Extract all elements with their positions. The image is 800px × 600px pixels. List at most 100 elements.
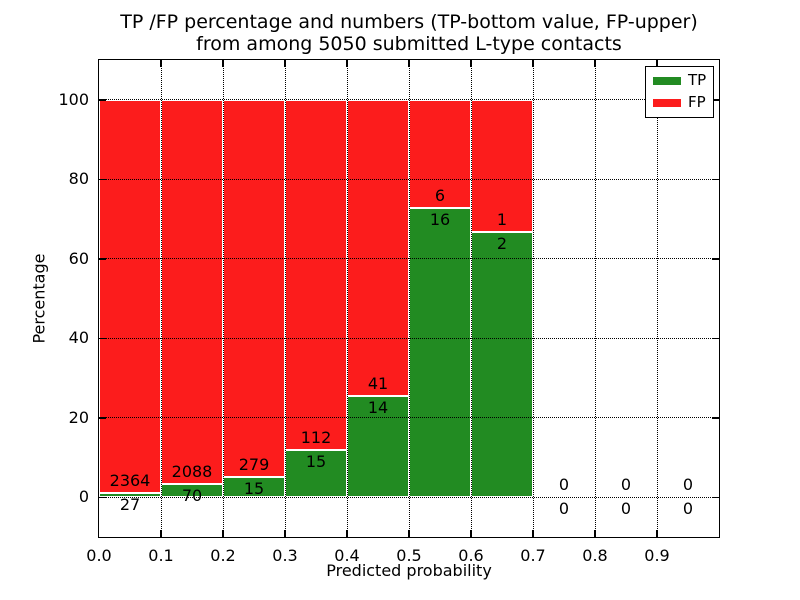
bar-segment-fp: [409, 99, 471, 209]
tick-mark-top: [160, 60, 162, 67]
grid-line-vertical: [408, 60, 410, 537]
bar-count-label-fp: 41: [367, 374, 389, 394]
tick-mark-right: [712, 337, 719, 339]
tick-mark-top: [284, 60, 286, 67]
tick-mark-bottom: [656, 530, 658, 537]
legend: TP FP: [645, 66, 715, 118]
tick-mark-right: [712, 496, 719, 498]
bar-count-label-fp: 2364: [109, 470, 151, 490]
bar-segment-tp: [285, 450, 347, 498]
tick-mark-left: [99, 496, 106, 498]
chart-title-line2: from among 5050 submitted L-type contact…: [196, 33, 622, 55]
tick-mark-top: [470, 60, 472, 67]
grid-line-horizontal: [99, 99, 719, 101]
legend-entry-tp: TP: [653, 73, 706, 88]
tick-mark-left: [99, 417, 106, 419]
bar-count-label-fp: 0: [558, 475, 570, 495]
y-tick-label: 0: [78, 487, 89, 507]
grid-line-horizontal: [99, 178, 719, 180]
tick-mark-top: [222, 60, 224, 67]
tick-mark-top: [408, 60, 410, 67]
bar-segment-fp: [161, 99, 223, 485]
bar-count-label-fp: 6: [434, 186, 446, 206]
bar-segment-tp: [471, 232, 533, 498]
x-tick-label: 0.4: [334, 546, 360, 565]
y-axis-label: Percentage: [29, 253, 49, 344]
tick-mark-bottom: [532, 530, 534, 537]
tick-mark-top: [656, 60, 658, 67]
y-tick-label: 40: [68, 328, 89, 348]
grid-line-vertical: [222, 60, 224, 537]
legend-swatch-fp: [653, 98, 681, 107]
bar-count-label-fp: 279: [238, 454, 270, 474]
tick-mark-top: [532, 60, 534, 67]
bar-count-label-fp: 1: [496, 210, 508, 230]
tick-mark-bottom: [160, 530, 162, 537]
bar-count-label-tp: 0: [620, 499, 632, 519]
x-tick-label: 0.1: [148, 546, 174, 565]
x-tick-label: 0.0: [86, 546, 112, 565]
grid-line-vertical: [284, 60, 286, 537]
tick-mark-top: [346, 60, 348, 67]
bar-count-label-fp: 2088: [171, 462, 213, 482]
tick-mark-top: [594, 60, 596, 67]
bar-count-label-tp: 27: [119, 494, 141, 514]
tick-mark-left: [99, 337, 106, 339]
bar-count-label-fp: 0: [620, 475, 632, 495]
bar-count-label-tp: 70: [181, 486, 203, 506]
bar-count-label-fp: 0: [682, 475, 694, 495]
bar-count-label-tp: 15: [305, 452, 327, 472]
legend-label-fp: FP: [688, 93, 706, 111]
x-tick-label: 0.5: [396, 546, 422, 565]
tick-mark-right: [712, 99, 719, 101]
legend-swatch-tp: [653, 76, 681, 85]
bar-count-label-tp: 2: [496, 234, 508, 254]
tick-mark-bottom: [284, 530, 286, 537]
tick-mark-bottom: [594, 530, 596, 537]
x-tick-label: 0.2: [210, 546, 236, 565]
grid-line-horizontal: [99, 417, 719, 419]
y-tick-label: 80: [68, 169, 89, 189]
tick-mark-bottom: [470, 530, 472, 537]
tick-mark-right: [712, 258, 719, 260]
grid-line-vertical: [532, 60, 534, 537]
tick-mark-left: [99, 258, 106, 260]
x-axis-label: Predicted probability: [326, 561, 492, 580]
bar-count-label-fp: 112: [300, 428, 332, 448]
bar-segment-fp: [223, 99, 285, 477]
grid-line-vertical: [656, 60, 658, 537]
grid-line-vertical: [594, 60, 596, 537]
tick-mark-right: [712, 178, 719, 180]
bar-segment-fp: [285, 99, 347, 451]
grid-line-vertical: [346, 60, 348, 537]
y-tick-label: 100: [58, 89, 89, 109]
bar-count-label-tp: 14: [367, 398, 389, 418]
bar-segment-fp: [99, 99, 161, 493]
bar-segment-fp: [471, 99, 533, 233]
grid-line-vertical: [470, 60, 472, 537]
x-tick-label: 0.7: [520, 546, 546, 565]
tick-mark-bottom: [222, 530, 224, 537]
x-tick-label: 0.9: [644, 546, 670, 565]
bar-count-label-tp: 0: [682, 499, 694, 519]
y-tick-label: 20: [68, 407, 89, 427]
tick-mark-right: [712, 417, 719, 419]
bar-count-label-tp: 15: [243, 478, 265, 498]
tick-mark-left: [99, 178, 106, 180]
chart-title: TP /FP percentage and numbers (TP-bottom…: [99, 11, 719, 55]
legend-label-tp: TP: [688, 71, 707, 89]
grid-line-vertical: [160, 60, 162, 537]
y-tick-label: 60: [68, 248, 89, 268]
grid-line-horizontal: [99, 496, 719, 498]
plot-area: 2364 27 2088 70 279 15 112 15 41 14 6 16 1 2 0 0 0 0 0 0: [97, 58, 720, 538]
bar-count-label-tp: 0: [558, 499, 570, 519]
chart-title-line1: TP /FP percentage and numbers (TP-bottom…: [120, 11, 698, 33]
grid-line-horizontal: [99, 258, 719, 260]
x-tick-label: 0.6: [458, 546, 484, 565]
tick-mark-bottom: [408, 530, 410, 537]
x-tick-label: 0.8: [582, 546, 608, 565]
grid-line-horizontal: [99, 337, 719, 339]
bar-count-label-tp: 16: [429, 210, 451, 230]
tick-mark-bottom: [346, 530, 348, 537]
